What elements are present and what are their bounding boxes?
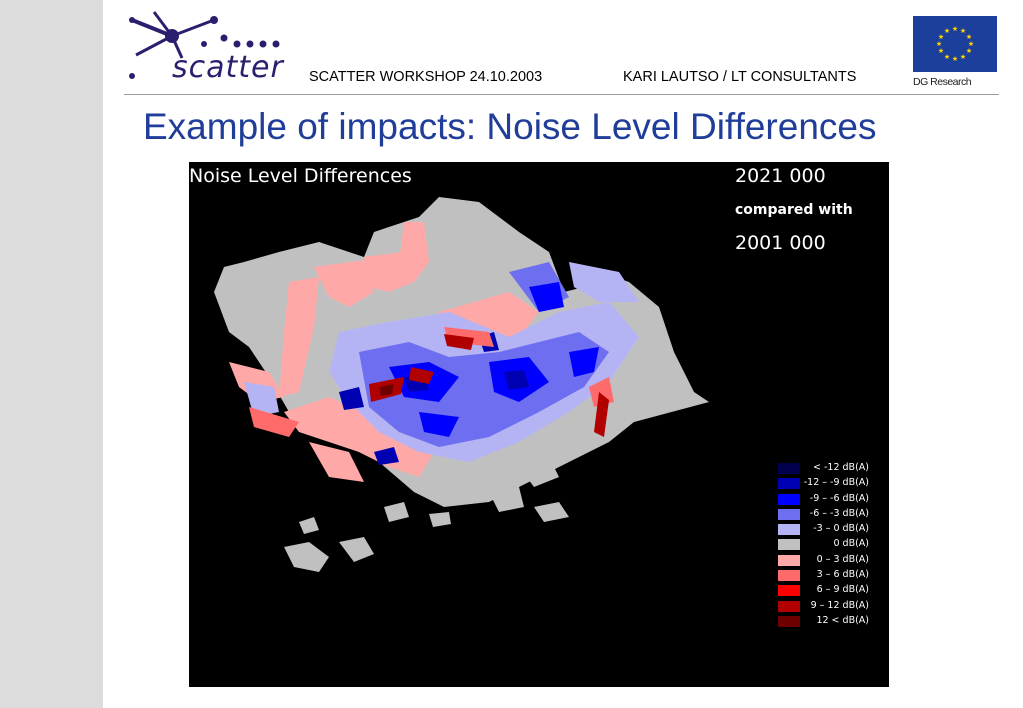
legend-label: 0 – 3 dB(A) xyxy=(816,553,869,565)
legend-label: 9 – 12 dB(A) xyxy=(810,599,869,611)
legend-swatch xyxy=(778,600,800,612)
compared-with-label: compared with xyxy=(735,202,853,218)
legend-swatch xyxy=(778,463,800,474)
author-label: KARI LAUTSO / LT CONSULTANTS xyxy=(623,69,857,85)
svg-text:★: ★ xyxy=(968,40,974,48)
legend-label: -9 – -6 dB(A) xyxy=(809,492,869,504)
legend-label: 0 dB(A) xyxy=(833,538,869,550)
logo-wordmark: scatter xyxy=(172,50,284,85)
workshop-label: SCATTER WORKSHOP 24.10.2003 xyxy=(309,69,543,85)
legend-swatch xyxy=(778,554,800,566)
baseline-year: 2001 000 xyxy=(735,232,826,254)
slide-title: Example of impacts: Noise Level Differen… xyxy=(143,106,877,147)
noise-map-panel: Noise Level Differences 2021 000 compare… xyxy=(189,162,889,687)
scatter-logo xyxy=(129,11,280,79)
legend-label: -6 – -3 dB(A) xyxy=(809,507,869,519)
svg-text:★: ★ xyxy=(944,27,950,35)
svg-text:★: ★ xyxy=(966,47,972,55)
legend-swatch xyxy=(778,524,800,536)
svg-text:★: ★ xyxy=(960,27,966,35)
legend-swatch xyxy=(778,493,800,505)
legend-label: < -12 dB(A) xyxy=(813,462,869,473)
map-title: Noise Level Differences xyxy=(189,165,412,187)
header-divider xyxy=(124,94,999,95)
svg-text:★: ★ xyxy=(944,53,950,61)
scenario-year: 2021 000 xyxy=(735,165,826,187)
eu-flag-icon: ★ ★ ★ ★ ★ ★ ★ ★ ★ ★ ★ ★ xyxy=(913,16,997,72)
legend-swatch xyxy=(778,508,800,520)
legend-label: 3 – 6 dB(A) xyxy=(816,569,869,581)
legend-swatch xyxy=(778,539,800,551)
svg-text:★: ★ xyxy=(960,53,966,61)
svg-text:★: ★ xyxy=(952,25,958,33)
dg-research-label: DG Research xyxy=(913,76,972,88)
legend-label: 6 – 9 dB(A) xyxy=(816,584,869,596)
left-sidebar-band xyxy=(0,0,103,708)
increase-12-plus-zones xyxy=(379,384,394,396)
legend-swatch xyxy=(778,585,800,597)
svg-text:★: ★ xyxy=(952,55,958,63)
legend-swatch xyxy=(778,570,800,582)
legend-swatch xyxy=(778,615,800,627)
svg-text:★: ★ xyxy=(966,33,972,41)
islands xyxy=(284,457,569,572)
legend-swatch xyxy=(778,478,800,490)
legend-label: -3 – 0 dB(A) xyxy=(813,523,869,535)
svg-text:★: ★ xyxy=(938,33,944,41)
svg-text:★: ★ xyxy=(936,40,942,48)
legend-label: 12 < dB(A) xyxy=(816,614,869,626)
noise-map xyxy=(214,197,709,572)
legend-label: -12 – -9 dB(A) xyxy=(803,477,869,489)
svg-text:★: ★ xyxy=(938,47,944,55)
